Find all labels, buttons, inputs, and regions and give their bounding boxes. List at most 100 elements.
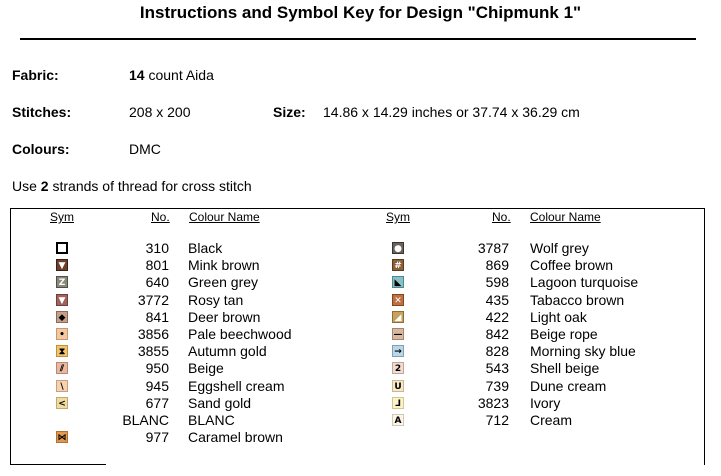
colour-name: Dune cream — [530, 377, 607, 394]
dmc-number: 3855 — [137, 343, 169, 360]
dmc-number: 842 — [485, 325, 509, 342]
dmc-number: 598 — [485, 274, 509, 291]
colour-name: Light oak — [530, 308, 587, 325]
symbol-key-box — [10, 208, 705, 465]
right-name-header: Colour Name — [530, 210, 601, 224]
colour-name: BLANC — [188, 411, 235, 428]
right-no-header: No. — [492, 210, 511, 224]
cross-icon: ✕ — [392, 293, 404, 306]
colour-name: Morning sky blue — [530, 343, 636, 360]
colour-row: U 739 Dune cream — [392, 378, 692, 395]
square-outline-icon — [56, 242, 68, 254]
colour-name: Rosy tan — [188, 291, 244, 308]
left-sym-header: Sym — [50, 210, 74, 224]
dmc-number: 3787 — [477, 240, 509, 256]
colour-row: ⫽ 950 Beige — [56, 360, 356, 377]
dmc-number: 3856 — [137, 325, 169, 342]
size-label: Size: — [273, 104, 306, 120]
circle-icon: ● — [392, 242, 404, 254]
colour-row: Z 640 Green grey — [56, 274, 356, 291]
down-triangle-icon: ▼ — [56, 259, 68, 272]
dmc-number: 841 — [145, 308, 169, 325]
right-colour-column: ● 3787 Wolf grey #869 Coffee brown ◣ 598 Lagoon… — [392, 240, 692, 429]
hash-icon: # — [392, 259, 404, 272]
dmc-number: 869 — [485, 257, 509, 274]
z-letter-icon: Z — [56, 276, 68, 289]
colour-name: Shell beige — [530, 360, 600, 377]
dmc-number: 950 — [145, 360, 169, 377]
colour-row: 310 Black — [56, 240, 356, 257]
left-colour-column: 310 Black ▼ 801 Mink brown Z 640 Green grey ▼ 377… — [56, 240, 356, 446]
less-than-icon: < — [56, 396, 68, 409]
colour-row: 2 543 Shell beige — [392, 360, 692, 377]
down-triangle-icon: ▼ — [56, 293, 68, 306]
colours-value: DMC — [129, 141, 161, 157]
dmc-number: 640 — [145, 274, 169, 291]
colour-row: <677 Sand gold — [56, 395, 356, 412]
strands-prefix: Use — [12, 178, 37, 194]
colour-name: Deer brown — [188, 308, 261, 325]
colour-name: Tabacco brown — [530, 291, 625, 308]
dmc-number: 422 — [485, 308, 509, 325]
colour-name: Beige — [188, 360, 224, 377]
colour-row: \ 945 Eggshell cream — [56, 378, 356, 395]
colour-name: Green grey — [188, 274, 259, 291]
diamond-icon: ◆ — [56, 310, 68, 323]
colour-name: Beige rope — [530, 325, 598, 342]
colour-row: ▼ 801 Mink brown — [56, 257, 356, 274]
colour-row: ▼ 3772 Rosy tan — [56, 292, 356, 309]
dmc-number: 828 — [485, 343, 509, 360]
colour-row: ✕ 435 Tabacco brown — [392, 292, 692, 309]
colour-name: Ivory — [530, 394, 561, 411]
fabric-value: 14 count Aida — [129, 67, 214, 83]
colour-row: → 828 Morning sky blue — [392, 343, 692, 360]
colour-name: Coffee brown — [530, 257, 614, 274]
colour-row: ◣ 598 Lagoon turquoise — [392, 274, 692, 291]
colour-row: #869 Coffee brown — [392, 257, 692, 274]
dmc-number: 801 — [145, 257, 169, 274]
colour-name: Eggshell cream — [188, 377, 285, 394]
dot-icon: • — [56, 327, 68, 340]
fabric-count: 14 — [129, 67, 145, 83]
colour-name: Lagoon turquoise — [530, 274, 639, 291]
bowtie-icon: ⋈ — [56, 431, 68, 444]
strands-suffix: strands of thread for cross stitch — [52, 178, 252, 194]
colour-row: ⧗ 3855 Autumn gold — [56, 343, 356, 360]
a-letter-icon: A — [392, 413, 404, 426]
dmc-number: 543 — [485, 360, 509, 377]
two-digit-icon: 2 — [392, 362, 404, 375]
colour-row: • 3856 Pale beechwood — [56, 326, 356, 343]
colour-row: ◢ 422 Light oak — [392, 309, 692, 326]
colours-label: Colours: — [12, 141, 70, 157]
dmc-number: 310 — [145, 240, 169, 256]
key-box-bottom-line — [10, 464, 106, 465]
colour-name: Cream — [530, 411, 573, 428]
reverse-l-icon: ⅃ — [392, 396, 404, 409]
colour-name: Black — [188, 240, 223, 256]
stitches-label: Stitches: — [12, 104, 72, 120]
dmc-number: 739 — [485, 377, 509, 394]
half-triangle-icon: ◢ — [392, 310, 404, 323]
colour-row: A 712 Cream — [392, 412, 692, 429]
colour-row: BLANC BLANC — [56, 412, 356, 429]
right-sym-header: Sym — [386, 210, 410, 224]
backslash-icon: \ — [56, 379, 68, 392]
left-name-header: Colour Name — [189, 210, 260, 224]
dash-icon: — — [392, 327, 404, 340]
left-no-header: No. — [151, 210, 170, 224]
colour-name: Autumn gold — [188, 343, 267, 360]
dmc-number: 977 — [145, 429, 169, 446]
colour-name: Mink brown — [188, 257, 260, 274]
page-title: Instructions and Symbol Key for Design "… — [139, 3, 582, 22]
strands-count: 2 — [40, 178, 49, 194]
colour-row: — 842 Beige rope — [392, 326, 692, 343]
stitches-value: 208 x 200 — [129, 104, 191, 120]
dmc-number: 3772 — [137, 291, 169, 308]
colour-row: ◆ 841 Deer brown — [56, 309, 356, 326]
title-rule — [20, 38, 696, 40]
colour-name: Sand gold — [188, 394, 252, 411]
empty-symbol-icon — [56, 414, 68, 426]
size-value: 14.86 x 14.29 inches or 37.74 x 36.29 cm — [323, 104, 580, 120]
dmc-number: 435 — [485, 291, 509, 308]
slashes-icon: ⫽ — [56, 362, 68, 375]
